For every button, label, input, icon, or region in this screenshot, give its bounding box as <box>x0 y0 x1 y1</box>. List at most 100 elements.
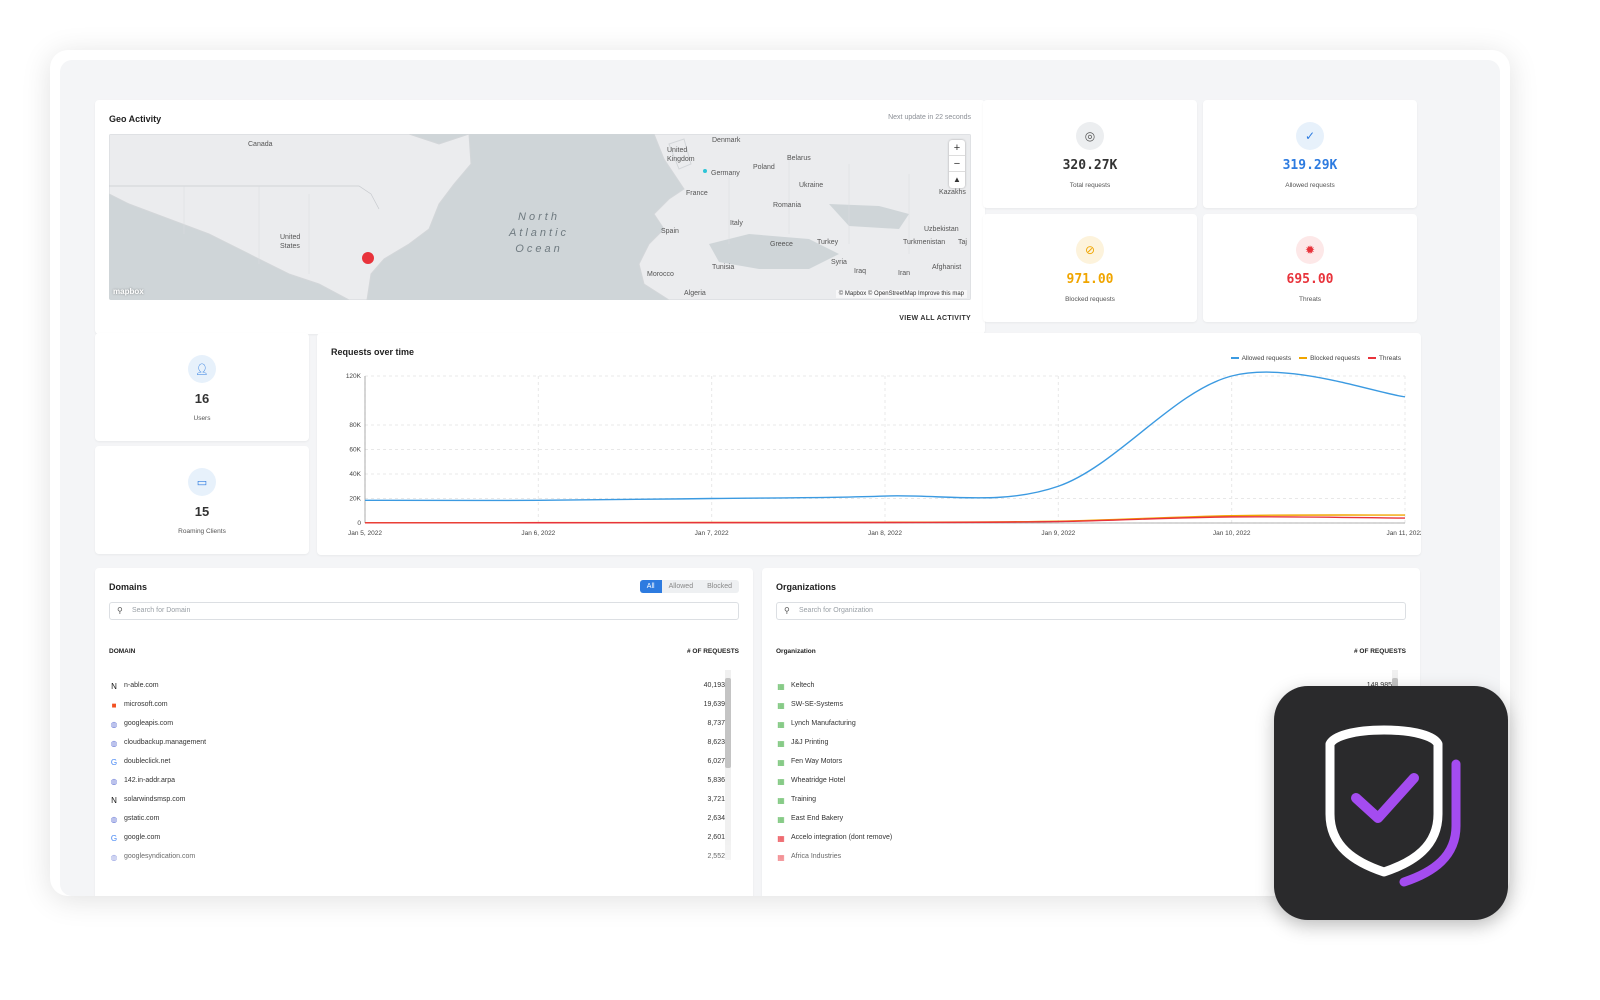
x-tick-label: Jan 7, 2022 <box>695 530 729 537</box>
x-tick-label: Jan 6, 2022 <box>521 530 555 537</box>
table-row[interactable]: ◍ 142.in-addr.arpa 5,836 <box>109 775 726 794</box>
scrollbar-thumb[interactable] <box>725 678 731 768</box>
filter-all[interactable]: All <box>639 580 662 593</box>
stat-card-blocked: ⊘ 971.00 Blocked requests <box>983 214 1197 322</box>
search-icon: ⚲ <box>784 606 790 615</box>
map-label: Taj <box>958 239 967 246</box>
table-row[interactable]: ◍ cloudbackup.management 8,623 <box>109 737 726 756</box>
domain-scrollbar[interactable] <box>725 670 731 860</box>
zoom-out-button[interactable]: − <box>949 156 965 172</box>
users-count: 16 <box>194 391 210 406</box>
view-all-activity-link[interactable]: VIEW ALL ACTIVITY <box>899 315 971 322</box>
domain-name: googleapis.com <box>124 720 174 727</box>
stat-label: Total requests <box>1069 182 1111 189</box>
column-header-org-requests[interactable]: # OF REQUESTS <box>1353 648 1406 655</box>
x-tick-label: Jan 9, 2022 <box>1041 530 1075 537</box>
request-count: 6,027 <box>707 758 725 765</box>
map-label: United States <box>280 234 301 250</box>
map-label: Turkey <box>817 239 839 246</box>
stat-value: 320.27K <box>1062 158 1118 173</box>
table-row[interactable]: ▦ Training <box>776 794 1392 813</box>
request-count: 5,836 <box>707 777 725 784</box>
globe-icon: ◍ <box>110 777 118 786</box>
roaming-count: 15 <box>194 504 210 519</box>
map-landmass <box>109 134 971 300</box>
domain-filter: All Allowed Blocked <box>639 580 739 593</box>
blocked-icon: ⊘ <box>1076 236 1104 264</box>
legend-item-allowed[interactable]: Allowed requests <box>1230 355 1291 362</box>
organization-name: Accelo integration (dont remove) <box>791 834 892 841</box>
building-icon: ▦ <box>777 682 785 691</box>
table-row[interactable]: ◍ gstatic.com 2,634 <box>109 813 726 832</box>
stat-value: 971.00 <box>1066 272 1114 287</box>
domain-name: cloudbackup.management <box>124 739 207 746</box>
request-count: 8,623 <box>707 739 725 746</box>
map-label: Canada <box>248 141 273 148</box>
map-label: Belarus <box>787 155 811 162</box>
y-tick-label: 60K <box>349 447 361 454</box>
table-row[interactable]: ▦ Wheatridge Hotel <box>776 775 1392 794</box>
requests-over-time-card: Requests over time Allowed requests Bloc… <box>317 333 1421 555</box>
organizations-title: Organizations <box>776 582 837 592</box>
map-label: Syria <box>831 259 847 266</box>
domain-search-input[interactable]: ⚲ Search for Domain <box>109 602 739 620</box>
legend-item-threats[interactable]: Threats <box>1367 355 1401 362</box>
domain-name: n-able.com <box>124 682 159 689</box>
app-badge <box>1274 686 1508 920</box>
shield-check-icon <box>1325 725 1461 887</box>
dashboard-body: Geo Activity Next update in 22 seconds <box>60 60 1500 896</box>
table-row[interactable]: ▦ East End Bakery <box>776 813 1392 832</box>
building-icon: ▦ <box>777 720 785 729</box>
table-row[interactable]: ◍ googleapis.com 8,737 <box>109 718 726 737</box>
filter-blocked[interactable]: Blocked <box>707 583 732 590</box>
map-label: Poland <box>753 164 775 171</box>
geo-activity-title: Geo Activity <box>109 114 162 124</box>
bug-icon: ✹ <box>1296 236 1324 264</box>
organization-search-input[interactable]: ⚲ Search for Organization <box>776 602 1406 620</box>
map-label: Kazakhs <box>939 189 966 196</box>
map-attribution[interactable]: © Mapbox © OpenStreetMap Improve this ma… <box>835 290 967 298</box>
map-label: Spain <box>661 228 679 235</box>
organization-name: J&J Printing <box>791 739 829 746</box>
chart-legend: Allowed requests Blocked requests Threat… <box>1230 355 1401 362</box>
column-header-organization[interactable]: Organization <box>776 648 816 655</box>
table-row[interactable]: ▦ Keltech 148,985 <box>776 680 1392 699</box>
stat-value: 695.00 <box>1286 272 1334 287</box>
world-map[interactable]: Canada United States Denmark United King… <box>109 134 971 300</box>
request-count: 2,634 <box>707 815 725 822</box>
users-card: 👤︎ 16 Users <box>95 333 309 441</box>
table-row[interactable]: ▦ J&J Printing <box>776 737 1392 756</box>
domain-name: solarwindsmsp.com <box>124 796 186 803</box>
map-label: Romania <box>773 202 802 209</box>
table-row[interactable]: ▦ Fen Way Motors <box>776 756 1392 775</box>
legend-item-blocked[interactable]: Blocked requests <box>1299 355 1360 362</box>
domain-name: 142.in-addr.arpa <box>124 777 175 784</box>
activity-marker[interactable] <box>703 169 707 173</box>
geo-update-timer: Next update in 22 seconds <box>888 114 971 121</box>
filter-allowed[interactable]: Allowed <box>668 583 694 590</box>
stat-label: Threats <box>1298 296 1322 303</box>
map-label: Iraq <box>854 268 867 275</box>
table-row[interactable]: ▦ SW-SE-Systems <box>776 699 1392 718</box>
table-row[interactable]: ▦ Lynch Manufacturing <box>776 718 1392 737</box>
y-tick-label: 80K <box>349 422 361 429</box>
organization-name: SW-SE-Systems <box>791 701 843 708</box>
stat-value: 319.29K <box>1282 158 1338 173</box>
building-icon: ▦ <box>777 758 785 767</box>
y-tick-label: 20K <box>349 496 361 503</box>
activity-marker[interactable] <box>362 252 374 264</box>
column-header-domain[interactable]: DOMAIN <box>109 648 136 655</box>
table-row[interactable]: ■ microsoft.com 19,639 <box>109 699 725 718</box>
users-label: Users <box>193 415 211 422</box>
globe-icon: ◍ <box>110 739 118 748</box>
microsoft-icon: ■ <box>111 701 117 710</box>
compass-icon[interactable]: ▲ <box>953 175 961 184</box>
column-header-requests[interactable]: # OF REQUESTS <box>686 648 739 655</box>
dashboard-window: Geo Activity Next update in 22 seconds <box>50 50 1510 896</box>
zoom-in-button[interactable]: + <box>949 140 965 156</box>
stat-label: Blocked requests <box>1065 296 1115 303</box>
domain-name: gstatic.com <box>124 815 160 822</box>
